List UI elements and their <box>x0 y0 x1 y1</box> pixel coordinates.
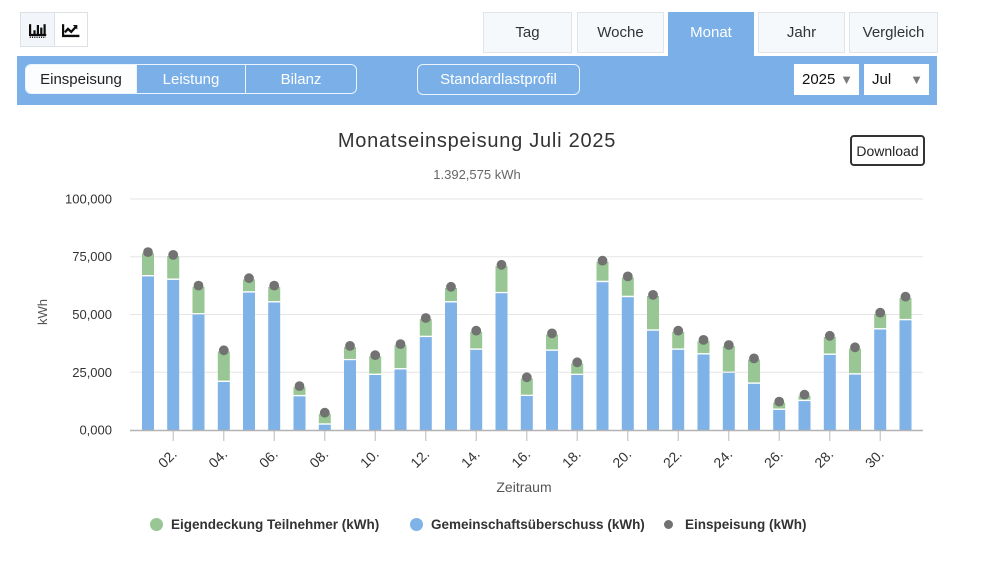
svg-text:04.: 04. <box>205 446 230 471</box>
svg-text:50,000: 50,000 <box>72 307 112 322</box>
svg-text:18.: 18. <box>559 446 584 471</box>
svg-text:100,000: 100,000 <box>65 192 112 207</box>
svg-text:12.: 12. <box>407 446 432 471</box>
svg-text:30.: 30. <box>862 446 887 471</box>
svg-text:02.: 02. <box>155 446 180 471</box>
svg-text:20.: 20. <box>609 446 634 471</box>
svg-text:14.: 14. <box>458 446 483 471</box>
svg-text:25,000: 25,000 <box>72 365 112 380</box>
svg-text:24.: 24. <box>710 446 735 471</box>
svg-text:26.: 26. <box>761 446 786 471</box>
svg-text:Zeitraum: Zeitraum <box>496 479 551 495</box>
svg-text:0,000: 0,000 <box>79 423 112 438</box>
svg-text:22.: 22. <box>660 446 685 471</box>
svg-text:06.: 06. <box>256 446 281 471</box>
svg-text:08.: 08. <box>306 446 331 471</box>
svg-text:75,000: 75,000 <box>72 249 112 264</box>
svg-text:16.: 16. <box>508 446 533 471</box>
svg-text:10.: 10. <box>357 446 382 471</box>
svg-text:28.: 28. <box>811 446 836 471</box>
svg-text:kWh: kWh <box>35 299 50 325</box>
